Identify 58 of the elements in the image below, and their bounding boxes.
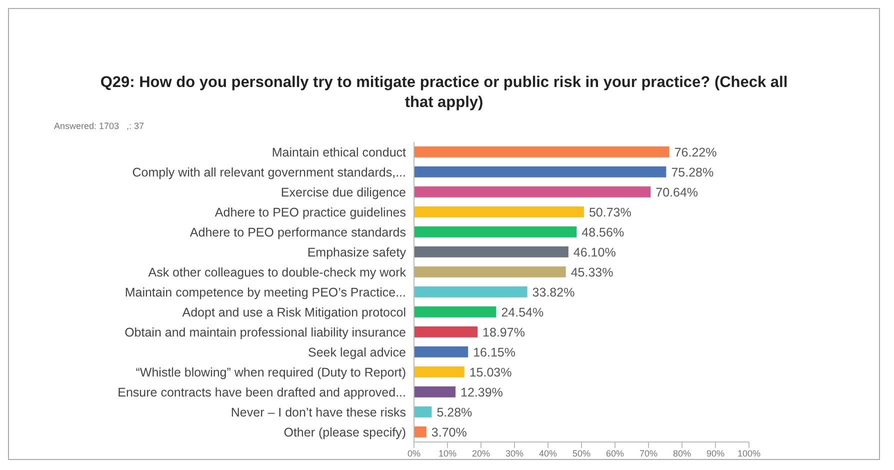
- bar: [414, 146, 670, 158]
- bar: [414, 326, 478, 338]
- bar: [414, 426, 426, 438]
- data-label: 24.54%: [501, 305, 544, 320]
- data-label: 5.28%: [436, 405, 472, 420]
- x-tick-label: 10%: [438, 448, 457, 458]
- data-label: 12.39%: [460, 385, 503, 400]
- bar: [414, 346, 468, 358]
- x-tick-label: 60%: [606, 448, 624, 458]
- data-label: 48.56%: [582, 225, 624, 240]
- y-tick-label: “Whistle blowing” when required (Duty to Report): [136, 365, 406, 380]
- bar: [414, 306, 496, 318]
- bar: [414, 226, 577, 238]
- bar: [414, 246, 568, 258]
- y-tick-label: Adhere to PEO practice guidelines: [214, 205, 406, 220]
- x-tick-label: 50%: [572, 448, 591, 458]
- data-label: 33.82%: [532, 285, 575, 300]
- chart-title: Q29: How do you personally try to mitigate practice or public risk in your practice? (Check all that apply): [99, 73, 789, 113]
- data-label: 18.97%: [482, 325, 525, 340]
- y-tick-label: Adhere to PEO performance standards: [190, 225, 406, 240]
- data-label: 46.10%: [573, 245, 616, 260]
- text: Answered: 1703 ,: 37: [54, 121, 146, 131]
- y-tick-label: Maintain ethical conduct: [272, 145, 407, 160]
- x-tick-label: 20%: [472, 448, 490, 458]
- data-label: 45.33%: [570, 265, 614, 280]
- data-label: 16.15%: [473, 345, 516, 360]
- bar: [414, 166, 666, 178]
- bar: [414, 186, 651, 198]
- y-tick-label: Seek legal advice: [308, 345, 406, 360]
- y-tick-label: Ensure contracts have been drafted and approved...: [118, 385, 406, 400]
- bar: [414, 366, 464, 378]
- data-label: 76.22%: [674, 145, 717, 160]
- bar: [414, 266, 566, 278]
- x-tick-label: 90%: [706, 448, 725, 458]
- y-tick-label: Other (please specify): [284, 425, 406, 440]
- x-tick-label: 40%: [538, 448, 558, 458]
- y-tick-label: Maintain competence by meeting PEO’s Practice...: [124, 285, 406, 300]
- x-tick-label: 100%: [737, 448, 761, 458]
- y-tick-label: Obtain and maintain professional liability insurance: [124, 325, 406, 340]
- bar: [414, 406, 432, 418]
- x-tick-label: 80%: [672, 448, 692, 458]
- bar: [414, 286, 528, 298]
- x-tick-label: 0%: [407, 448, 421, 458]
- data-label: 50.73%: [588, 205, 632, 220]
- bar: [414, 206, 584, 218]
- data-label: 75.28%: [671, 165, 714, 180]
- data-label: 3.70%: [431, 425, 467, 440]
- y-tick-label: Exercise due diligence: [280, 185, 406, 200]
- y-tick-label: Never – I don’t have these risks: [230, 405, 406, 420]
- y-tick-label: Emphasize safety: [307, 245, 407, 260]
- data-label: 70.64%: [656, 185, 698, 200]
- data-label: 15.03%: [469, 365, 512, 380]
- x-tick-label: 70%: [639, 448, 658, 458]
- bar: [414, 386, 456, 398]
- x-tick-label: 30%: [505, 448, 524, 458]
- y-tick-label: Adopt and use a Risk Mitigation protocol: [182, 305, 406, 320]
- y-tick-label: Ask other colleagues to double-check my work: [148, 265, 407, 280]
- y-tick-label: Comply with all relevant government standards,...: [132, 165, 406, 180]
